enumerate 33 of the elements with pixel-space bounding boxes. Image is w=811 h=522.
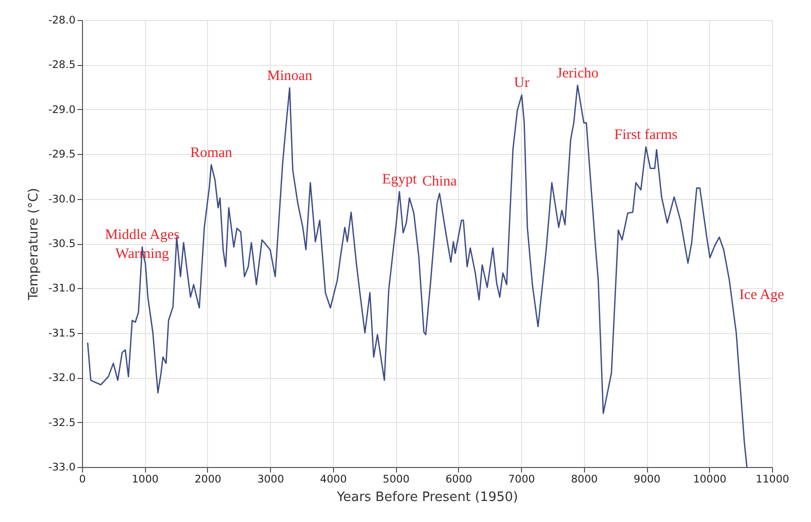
annotation: Ur <box>514 75 530 92</box>
x-tick-label: 8000 <box>570 474 598 486</box>
y-tick-label: -29.0 <box>48 104 76 116</box>
x-axis-title: Years Before Present (1950) <box>336 490 518 505</box>
annotation: Ice Age <box>739 287 784 304</box>
x-tick-label: 2000 <box>194 474 222 486</box>
y-tick-label: -31.0 <box>48 282 76 295</box>
y-tick-label: -32.0 <box>48 372 76 384</box>
x-tick-label: 5000 <box>382 474 410 486</box>
x-tick-label: 7000 <box>508 474 535 486</box>
x-tick-label: 1000 <box>132 474 159 486</box>
x-tick-label: 4000 <box>320 474 347 486</box>
y-tick-label: -28.5 <box>48 59 76 72</box>
x-tick-label: 0 <box>79 474 86 486</box>
annotation: Egypt <box>382 172 417 188</box>
annotation: Roman <box>190 144 233 161</box>
x-tick-label: 9000 <box>634 474 660 486</box>
y-tick-label: -30.5 <box>48 238 76 250</box>
x-tick-label: 10000 <box>693 474 726 486</box>
y-tick-label: -32.5 <box>48 416 76 429</box>
x-tick-label: 11000 <box>756 474 790 486</box>
y-tick-label: -30.0 <box>48 193 76 206</box>
annotation: Minoan <box>267 68 313 84</box>
y-axis-title: Temperature (°C) <box>26 188 42 302</box>
x-tick-label: 3000 <box>257 474 284 486</box>
y-tick-label: -28.0 <box>48 14 76 26</box>
y-tick-label: -33.0 <box>48 462 76 474</box>
annotation: China <box>422 173 458 190</box>
y-tick-label: -29.5 <box>48 148 76 161</box>
x-tick-label: 6000 <box>445 474 472 486</box>
annotation: First farms <box>614 126 678 143</box>
y-tick-label: -31.5 <box>48 327 76 340</box>
annotation: Jericho <box>556 65 598 82</box>
